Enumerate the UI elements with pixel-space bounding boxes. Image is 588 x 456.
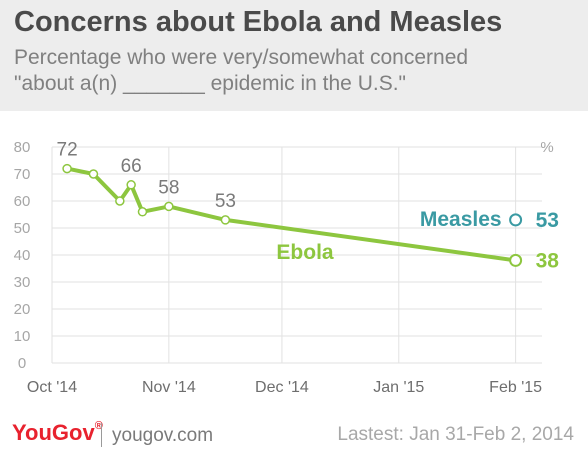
y-axis-tick-labels: 0 10 20 30 40 50 60 70 80% [14,139,554,372]
y-tick-label: 70 [14,166,31,183]
chart-title: Concerns about Ebola and Measles [14,6,503,38]
x-tick-label: Jan '15 [373,379,424,396]
logo-mark-icon: ® [94,420,103,432]
x-tick-label: Nov '14 [142,379,196,396]
latest-date-note: Lastest: Jan 31-Feb 2, 2014 [337,424,574,445]
data-labels: 72 66 58 53 38 Ebola 53 Measles [57,140,560,273]
ebola-point [126,180,136,190]
x-axis-tick-labels: Oct '14 Nov '14 Dec '14 Jan '15 Feb '15 [27,379,542,396]
chart-subtitle: Percentage who were very/somewhat concer… [14,45,574,97]
footer-url-link[interactable]: yougov.com [112,425,214,446]
y-tick-label: 30 [14,274,31,291]
ebola-series-name: Ebola [276,241,333,264]
y-tick-label: 50 [14,220,31,237]
y-tick-label: 60 [14,193,31,210]
brand-name: YouGov [12,420,95,445]
ebola-point [164,201,174,212]
ebola-data-label: 72 [57,140,78,161]
y-tick-label: 20 [14,301,31,318]
y-tick-label: 40 [14,247,31,264]
ebola-point [509,253,523,267]
x-tick-label: Feb '15 [489,379,542,396]
ebola-point [220,215,231,225]
y-tick-label: 0 [18,355,26,372]
footer-divider [101,423,102,447]
unit-label: % [540,139,553,156]
ebola-data-label: 66 [121,156,142,177]
subtitle-line-1: Percentage who were very/somewhat concer… [14,46,469,69]
ebola-line [65,166,518,263]
ebola-point [137,207,148,217]
yougov-logo[interactable]: YouGov® [12,420,103,446]
line-chart: 0 10 20 30 40 50 60 70 80% Oct '14 Nov '14 Dec '14… [14,139,560,396]
measles-point [509,213,523,227]
x-tick-label: Oct '14 [27,379,77,396]
ebola-point [62,163,72,174]
measles-series-name: Measles [420,208,502,231]
chart-header: Concerns about Ebola and Measles Percent… [0,0,588,111]
ebola-point [88,169,99,179]
ebola-data-label: 58 [158,177,179,198]
y-tick-label: 10 [14,328,31,345]
x-tick-label: Dec '14 [255,379,309,396]
y-tick-label: 80 [14,139,31,156]
measles-end-label: 53 [536,209,559,232]
ebola-end-label: 38 [536,249,560,272]
series [62,163,523,267]
subtitle-line-2: "about a(n) _______ epidemic in the U.S.… [14,72,406,95]
ebola-data-label: 53 [215,191,236,212]
ebola-point [115,196,125,206]
